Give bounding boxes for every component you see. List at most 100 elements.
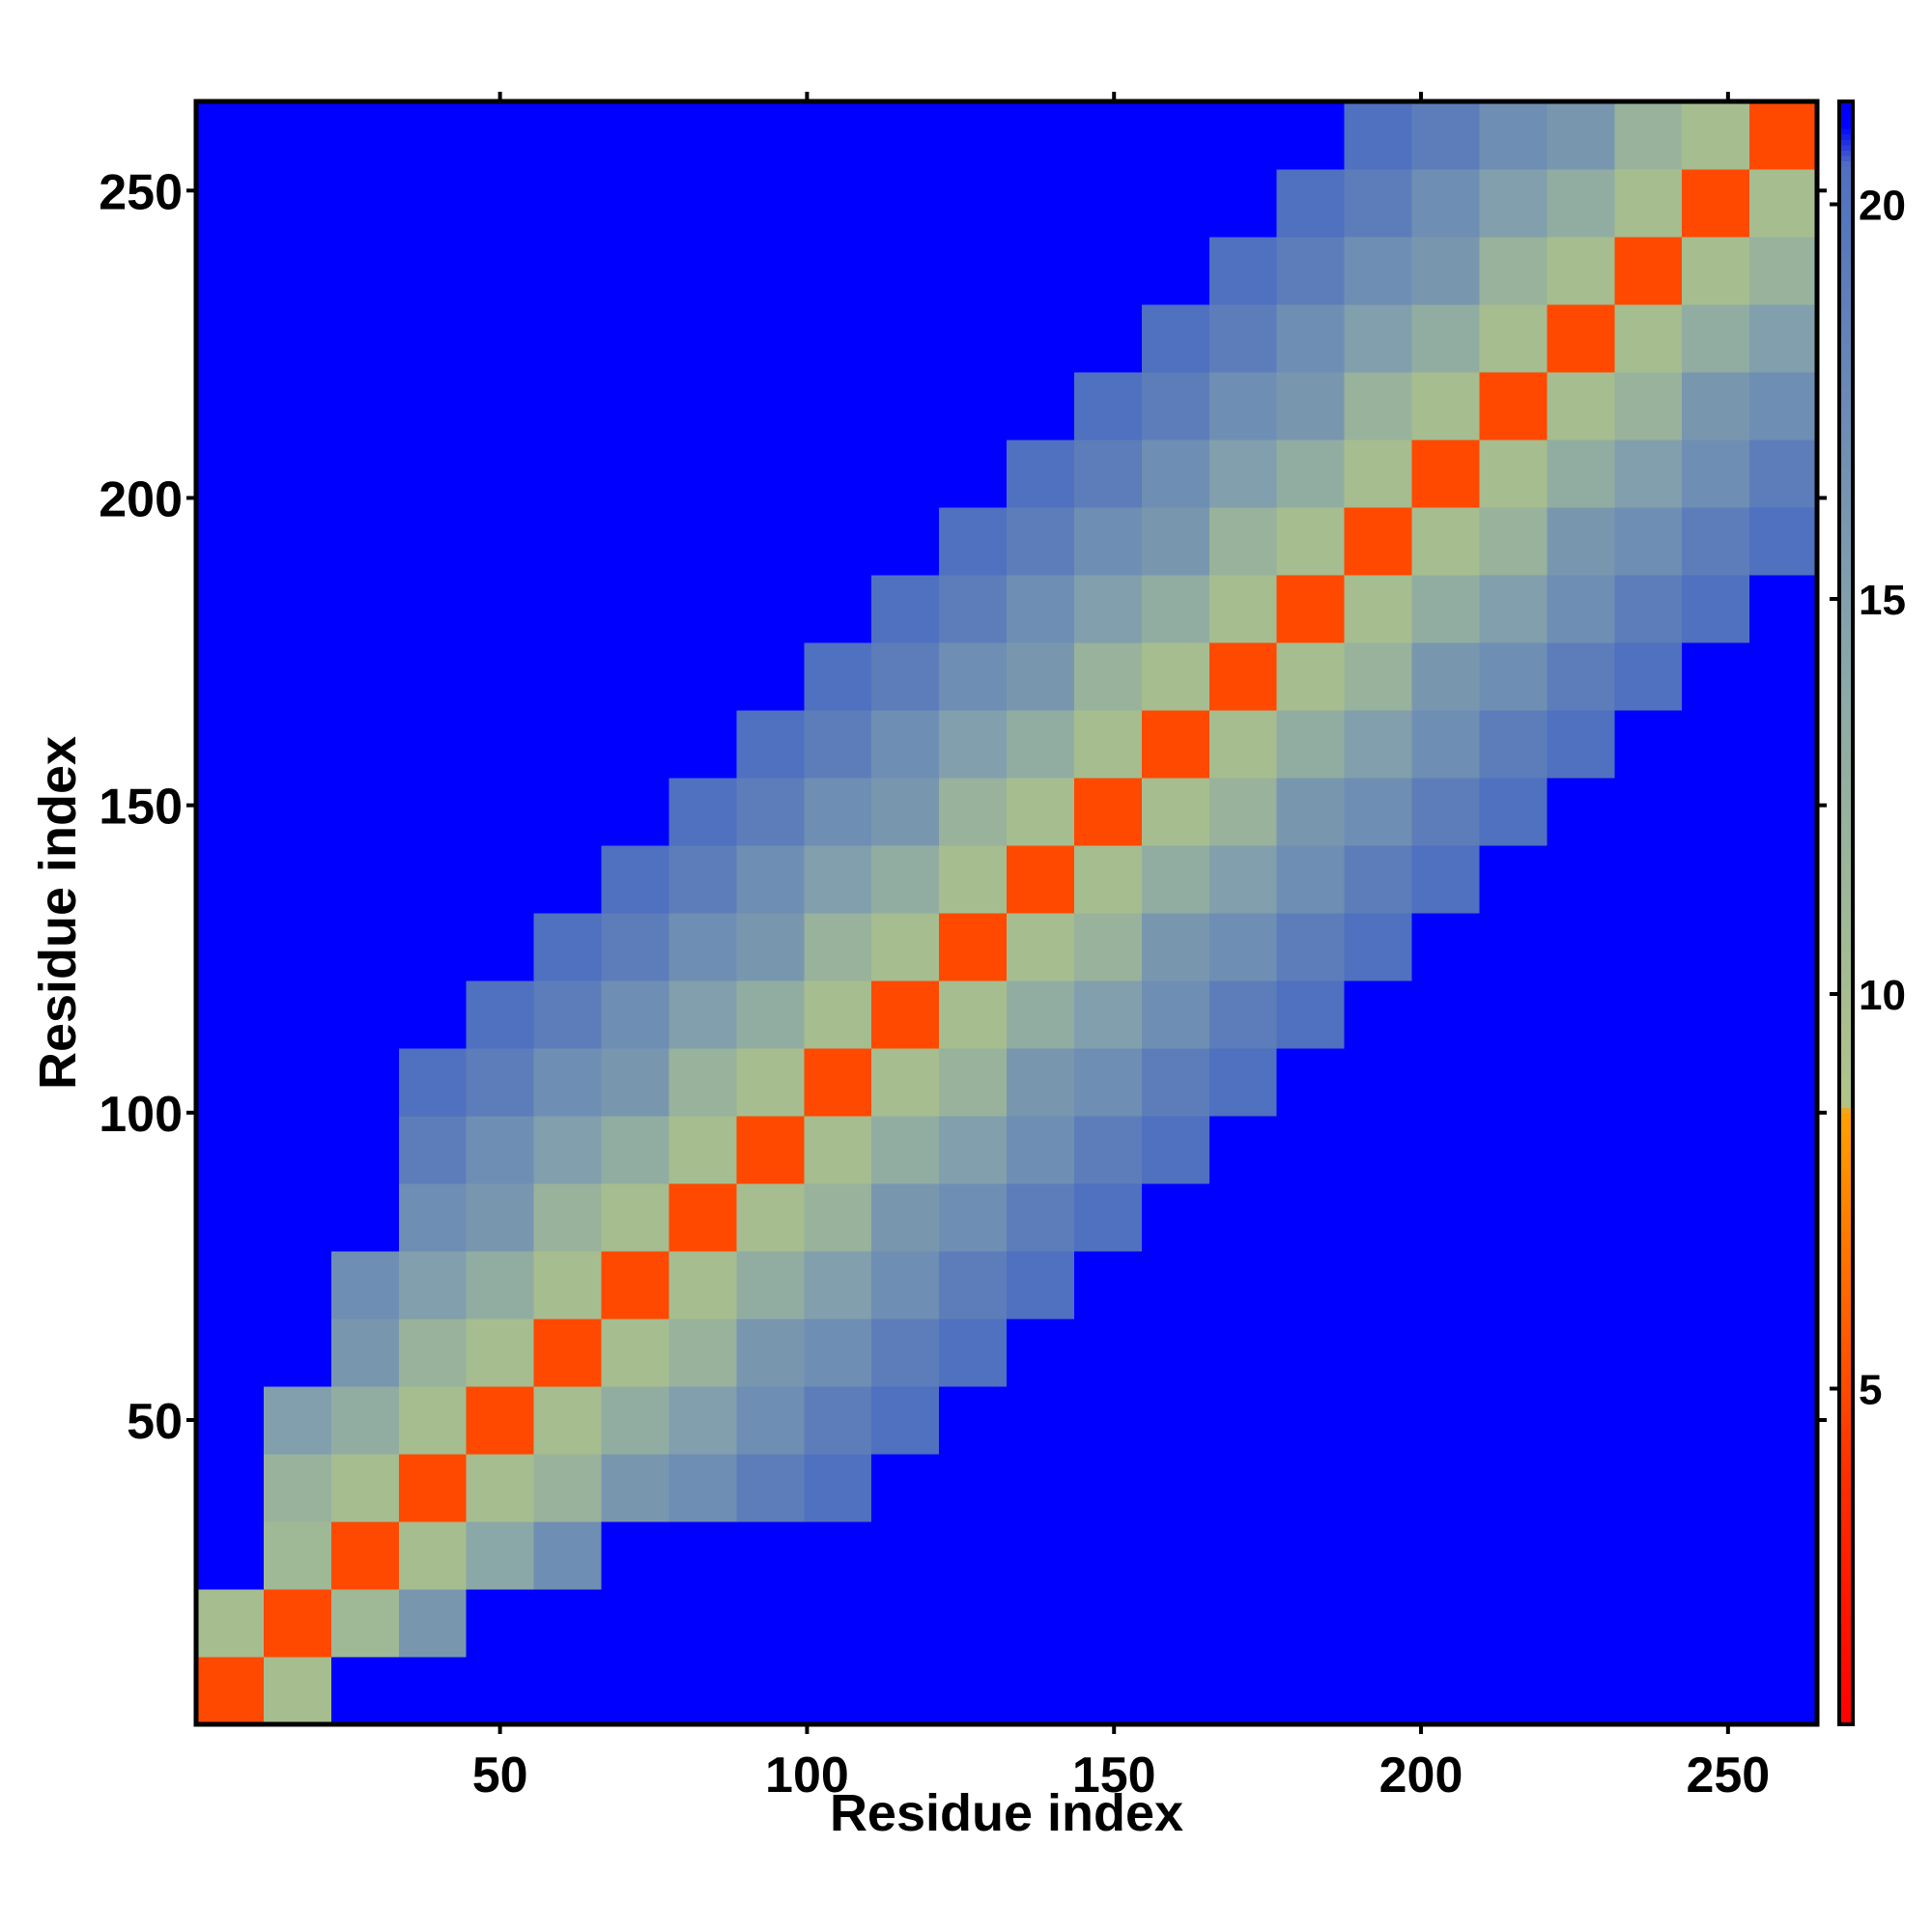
heatmap-cell: [263, 642, 332, 711]
heatmap-cell: [1073, 1386, 1143, 1455]
y-tick-label: 50: [127, 1394, 183, 1450]
heatmap-cell: [1344, 1589, 1412, 1658]
heatmap-cell: [1547, 1589, 1615, 1658]
colorbar-segment: [1839, 955, 1853, 962]
heatmap-cell: [668, 1386, 737, 1455]
heatmap-cell: [1208, 1454, 1278, 1522]
heatmap-cell: [1141, 575, 1210, 643]
heatmap-cell: [601, 1454, 669, 1522]
heatmap-cell: [1073, 507, 1143, 576]
heatmap-cell: [1411, 1183, 1480, 1252]
colorbar-segment: [1839, 1691, 1853, 1698]
heatmap-cell: [330, 980, 400, 1049]
heatmap-cell: [1344, 1521, 1412, 1590]
heatmap-cell: [1073, 169, 1143, 238]
heatmap-cell: [263, 980, 332, 1049]
colorbar-segment: [1839, 1610, 1853, 1617]
heatmap-cell: [1141, 237, 1210, 305]
colorbar-segment: [1839, 144, 1853, 151]
colorbar-segment: [1839, 1600, 1853, 1606]
colorbar-segment: [1839, 913, 1853, 920]
heatmap-cell: [1208, 1319, 1278, 1387]
colorbar-segment: [1839, 718, 1853, 724]
colorbar-segment: [1839, 410, 1853, 416]
heatmap-cell: [1073, 1589, 1143, 1658]
heatmap-cell: [466, 575, 535, 643]
heatmap-cell: [871, 642, 940, 711]
heatmap-cell: [196, 575, 265, 643]
colorbar-segment: [1839, 404, 1853, 411]
heatmap-cell: [1614, 1657, 1683, 1725]
colorbar-segment: [1839, 1492, 1853, 1498]
colorbar-segment: [1839, 291, 1853, 298]
colorbar-segment: [1839, 1675, 1853, 1682]
heatmap-cell: [1547, 1116, 1615, 1184]
heatmap-cell: [398, 237, 468, 305]
heatmap-cell: [1007, 1521, 1075, 1590]
heatmap-cell: [1007, 710, 1075, 779]
colorbar-segment: [1839, 1350, 1853, 1357]
heatmap-cell: [601, 1521, 669, 1590]
heatmap-cell: [1547, 575, 1615, 643]
heatmap-cell: [1141, 1657, 1210, 1725]
colorbar-segment: [1839, 225, 1853, 232]
heatmap-cell: [1749, 1048, 1818, 1117]
heatmap-cell: [1208, 913, 1278, 981]
colorbar-segment: [1839, 653, 1853, 660]
colorbar-segment: [1839, 1048, 1853, 1055]
colorbar-segment: [1839, 1594, 1853, 1601]
heatmap-cell: [736, 1251, 805, 1320]
heatmap-cell: [1208, 1589, 1278, 1658]
heatmap-cell: [263, 575, 332, 643]
heatmap-cell: [1614, 440, 1683, 508]
colorbar-segment: [1839, 1253, 1853, 1260]
heatmap-cell: [1749, 304, 1818, 373]
heatmap-cell: [1749, 845, 1818, 914]
colorbar-segment: [1839, 1215, 1853, 1222]
heatmap-cell: [601, 845, 669, 914]
heatmap-cell: [668, 1183, 737, 1252]
heatmap-cell: [1276, 1386, 1346, 1455]
heatmap-cell: [1344, 1116, 1412, 1184]
colorbar-segment: [1839, 1259, 1853, 1265]
heatmap-cell: [196, 169, 265, 238]
colorbar-segment: [1839, 874, 1853, 881]
colorbar-segment: [1839, 1713, 1853, 1719]
colorbar-segment: [1839, 1616, 1853, 1623]
heatmap-cell: [1682, 642, 1750, 711]
heatmap-cell: [668, 237, 737, 305]
colorbar-segment: [1839, 1009, 1853, 1016]
heatmap-cell: [263, 440, 332, 508]
heatmap-cell: [1073, 1048, 1143, 1117]
colorbar-segment: [1839, 701, 1853, 708]
heatmap-cell: [533, 1589, 602, 1658]
heatmap-cell: [1411, 1657, 1480, 1725]
colorbar-segment: [1839, 285, 1853, 292]
heatmap-cell: [330, 1657, 400, 1725]
colorbar-segment: [1839, 1502, 1853, 1509]
heatmap-cell: [533, 710, 602, 779]
heatmap-cell: [1007, 1183, 1075, 1252]
heatmap-cell: [736, 1589, 805, 1658]
heatmap-cell: [263, 237, 332, 305]
colorbar-segment: [1839, 755, 1853, 762]
colorbar-segment: [1839, 1102, 1853, 1109]
colorbar-segment: [1839, 669, 1853, 676]
colorbar-segment: [1839, 626, 1853, 633]
heatmap-cell: [1208, 372, 1278, 440]
heatmap-cell: [1344, 1183, 1412, 1252]
heatmap-cell: [398, 1048, 468, 1117]
x-tick-label: 200: [1379, 1747, 1463, 1804]
heatmap-cell: [804, 1183, 872, 1252]
heatmap-cell: [1007, 440, 1075, 508]
heatmap-cell: [736, 507, 805, 576]
y-tick-label: 250: [99, 164, 183, 220]
heatmap-cell: [1614, 372, 1683, 440]
heatmap-cell: [263, 507, 332, 576]
heatmap-cell: [668, 1319, 737, 1387]
heatmap-cell: [668, 1048, 737, 1117]
heatmap-cell: [1682, 1589, 1750, 1658]
heatmap-cell: [871, 169, 940, 238]
heatmap-cell: [1141, 1589, 1210, 1658]
colorbar-segment: [1839, 1556, 1853, 1563]
